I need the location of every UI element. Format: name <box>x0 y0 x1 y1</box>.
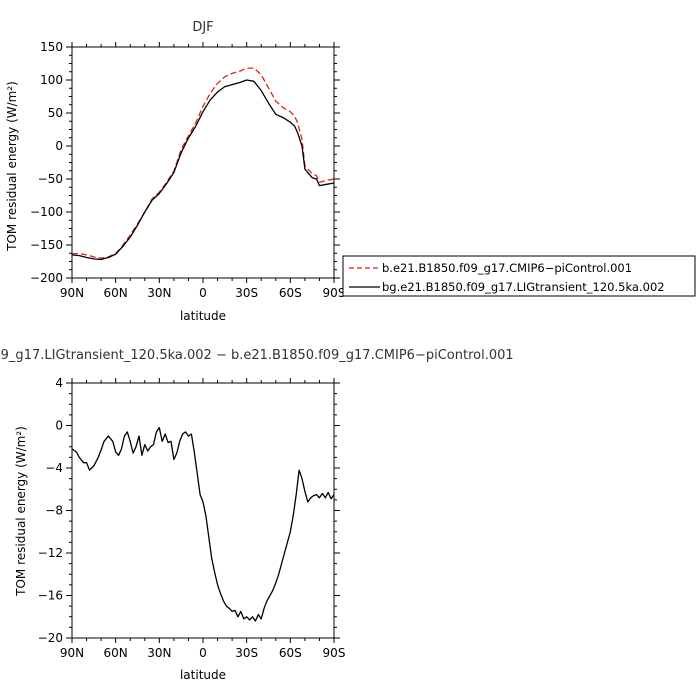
bottom-x-axis-label: latitude <box>180 668 226 682</box>
legend: b.e21.B1850.f09_g17.CMIP6−piControl.001 … <box>342 255 696 297</box>
top-x-tick-label: 30N <box>147 286 171 300</box>
top-axis-ticks: 90N 60N 30N 0 30S 60S 90S 150 100 50 0 −50 −100 −150 −… <box>30 40 345 300</box>
legend-label-ligtransient: bg.e21.B1850.f09_g17.LIGtransient_120.5k… <box>382 280 665 294</box>
top-series-line-2 <box>71 79 335 261</box>
bottom-x-tick-label: 30N <box>147 646 171 660</box>
top-y-tick-label: 150 <box>40 40 63 54</box>
bottom-y-tick-label: −20 <box>38 631 63 645</box>
top-y-tick-label: −100 <box>30 205 63 219</box>
bottom-x-tick-label: 0 <box>199 646 207 660</box>
bottom-y-tick-label: −12 <box>38 546 63 560</box>
top-plot-frame <box>71 46 335 279</box>
bottom-y-tick-label: −8 <box>45 504 63 518</box>
bottom-plot-frame <box>71 382 335 639</box>
top-x-tick-label: 60N <box>104 286 128 300</box>
top-y-tick-label: 100 <box>40 73 63 87</box>
bottom-series-line-1 <box>71 426 335 622</box>
bottom-y-axis-label: TOM residual energy (W/m²) <box>14 426 28 597</box>
bottom-panel: bg.e21.B1850.f09_g17.LIGtransient_120.5k… <box>0 348 514 682</box>
top-x-tick-label: 60S <box>279 286 302 300</box>
top-y-tick-label: 50 <box>48 106 63 120</box>
top-panel: DJF 90N 60N 30N 0 30S 60S 90S 150 100 50 0 −50 −100 −… <box>5 20 696 323</box>
bottom-y-tick-label: −4 <box>45 461 63 475</box>
top-x-tick-label: 30S <box>235 286 258 300</box>
bottom-y-tick-label: 0 <box>55 419 63 433</box>
legend-box <box>342 255 696 297</box>
bottom-x-tick-label: 30S <box>235 646 258 660</box>
top-y-tick-label: 0 <box>55 139 63 153</box>
top-x-tick-label: 0 <box>199 286 207 300</box>
bottom-series-lines <box>71 426 335 622</box>
bottom-x-tick-label: 90S <box>323 646 346 660</box>
top-series-lines <box>71 67 335 261</box>
legend-label-picontrol: b.e21.B1850.f09_g17.CMIP6−piControl.001 <box>382 261 632 275</box>
top-y-axis-label: TOM residual energy (W/m²) <box>5 81 19 252</box>
top-series-line-1 <box>72 67 335 259</box>
bottom-y-tick-label: −16 <box>38 589 63 603</box>
top-x-tick-label: 90N <box>60 286 84 300</box>
top-y-tick-label: −150 <box>30 238 63 252</box>
top-x-axis-label: latitude <box>180 309 226 323</box>
bottom-x-tick-label: 90N <box>60 646 84 660</box>
bottom-x-tick-label: 60S <box>279 646 302 660</box>
bottom-x-tick-label: 60N <box>104 646 128 660</box>
top-y-tick-label: −200 <box>30 271 63 285</box>
bottom-y-tick-label: 4 <box>55 376 63 390</box>
bottom-chart-title: bg.e21.B1850.f09_g17.LIGtransient_120.5k… <box>0 348 514 363</box>
top-chart-title: DJF <box>192 20 213 35</box>
bottom-axis-ticks: 90N 60N 30N 0 30S 60S 90S 4 0 −4 −8 −12 −16 −20 <box>38 376 346 660</box>
top-x-tick-label: 90S <box>323 286 346 300</box>
top-y-tick-label: −50 <box>38 172 63 186</box>
